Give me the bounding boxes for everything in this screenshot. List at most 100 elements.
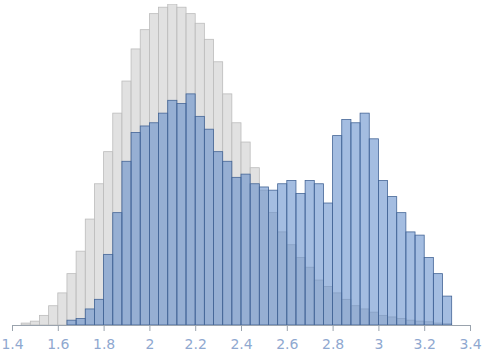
series xyxy=(21,4,452,325)
x-tick: 1.8 xyxy=(93,325,115,352)
x-tick: 1.6 xyxy=(47,325,69,352)
x-tick: 2.2 xyxy=(185,325,207,352)
histogram-bar xyxy=(250,184,259,325)
histogram-bar xyxy=(58,293,67,325)
histogram-bar xyxy=(204,39,213,325)
x-tick-label: 1.6 xyxy=(47,336,69,352)
histogram-bar xyxy=(122,161,131,325)
x-tick-mark xyxy=(287,325,288,331)
x-tick: 2.4 xyxy=(230,325,252,352)
histogram-bar xyxy=(369,139,378,325)
histogram-bar xyxy=(149,14,158,325)
histogram-bar xyxy=(140,126,149,325)
histogram-bar xyxy=(214,62,223,325)
x-tick-label: 2.2 xyxy=(185,336,207,352)
histogram-bar xyxy=(113,113,122,325)
histogram-bar xyxy=(214,152,223,325)
x-tick-label: 3.2 xyxy=(414,336,436,352)
histogram-bar xyxy=(49,325,58,326)
histogram-bar xyxy=(360,113,369,325)
x-tick-label: 1.8 xyxy=(93,336,115,352)
histogram-bar xyxy=(177,104,186,325)
histogram-bar xyxy=(94,184,103,325)
histogram-bar xyxy=(67,320,76,325)
histogram-bar xyxy=(433,274,442,325)
histogram-bar xyxy=(104,254,113,325)
histogram-bar xyxy=(223,94,232,325)
histogram-bar xyxy=(296,193,305,325)
x-tick: 3.4 xyxy=(459,325,481,352)
x-tick-mark xyxy=(195,325,196,331)
histogram-bar xyxy=(76,251,85,325)
histogram-bar xyxy=(195,116,204,325)
x-tick-label: 2.6 xyxy=(276,336,298,352)
histogram-bar xyxy=(305,181,314,325)
histogram-bar xyxy=(259,187,268,325)
histogram-bar xyxy=(122,81,131,325)
x-tick-mark xyxy=(424,325,425,331)
x-tick-label: 2.4 xyxy=(230,336,252,352)
histogram-bar xyxy=(49,306,58,325)
histogram-bar xyxy=(232,123,241,325)
histogram-bar xyxy=(314,184,323,325)
histogram-bar xyxy=(39,315,48,325)
x-tick-mark xyxy=(333,325,334,331)
histogram-bar xyxy=(159,113,168,325)
histogram-bar xyxy=(21,325,30,326)
histogram-bar xyxy=(168,4,177,325)
histogram-bar xyxy=(149,123,158,325)
histogram-bar xyxy=(415,235,424,325)
histogram-bar xyxy=(268,190,277,325)
x-axis: 1.4 1.6 1.8 2 2.2 2.4 2.6 2.8 3 3.2 3.4 xyxy=(1,325,481,352)
histogram-bar xyxy=(241,174,250,325)
x-tick: 1.4 xyxy=(1,325,23,352)
x-tick-label: 3.4 xyxy=(459,336,481,352)
x-tick-mark xyxy=(470,325,471,331)
histogram-bar xyxy=(58,325,67,326)
histogram-bar xyxy=(76,319,85,325)
histogram-bar xyxy=(323,203,332,325)
x-tick-mark xyxy=(241,325,242,331)
histogram-bar xyxy=(131,49,140,325)
x-tick-label: 2 xyxy=(145,336,154,352)
plot-area xyxy=(21,4,452,325)
x-axis-line xyxy=(13,326,471,332)
histogram-bar xyxy=(443,296,452,325)
x-tick-mark xyxy=(58,325,59,331)
x-tick-label: 2.8 xyxy=(322,336,344,352)
histogram-bar xyxy=(39,325,48,326)
histogram-bar xyxy=(131,132,140,325)
histogram-bar xyxy=(388,197,397,325)
x-tick: 3 xyxy=(374,325,383,352)
x-tick-mark xyxy=(104,325,105,331)
histogram-bar xyxy=(85,309,94,325)
histogram-bar xyxy=(406,232,415,325)
histogram-bar xyxy=(397,213,406,325)
histogram-bar xyxy=(351,123,360,325)
x-tick: 2 xyxy=(145,325,154,352)
histogram-bar xyxy=(186,14,195,325)
histogram-bar xyxy=(85,219,94,325)
histogram-bar xyxy=(186,94,195,325)
histogram-bar xyxy=(278,184,287,325)
histogram-bar xyxy=(104,152,113,325)
series xyxy=(67,94,452,325)
histogram-bar xyxy=(67,274,76,325)
histogram-bar xyxy=(140,30,149,325)
x-tick: 2.8 xyxy=(322,325,344,352)
histogram-bar xyxy=(21,323,30,325)
x-tick: 2.6 xyxy=(276,325,298,352)
histogram-bar xyxy=(223,161,232,325)
x-tick-mark xyxy=(149,325,150,331)
x-tick-label: 3 xyxy=(374,336,383,352)
histogram-bar xyxy=(287,181,296,325)
histogram-bar xyxy=(159,7,168,325)
histogram-bar xyxy=(232,177,241,325)
x-tick-mark xyxy=(378,325,379,331)
x-tick-label: 1.4 xyxy=(1,336,23,352)
x-tick-mark xyxy=(12,325,13,331)
histogram-bar xyxy=(424,258,433,325)
histogram-bar xyxy=(113,213,122,325)
histogram-bar xyxy=(195,23,204,325)
histogram-bar xyxy=(94,299,103,325)
